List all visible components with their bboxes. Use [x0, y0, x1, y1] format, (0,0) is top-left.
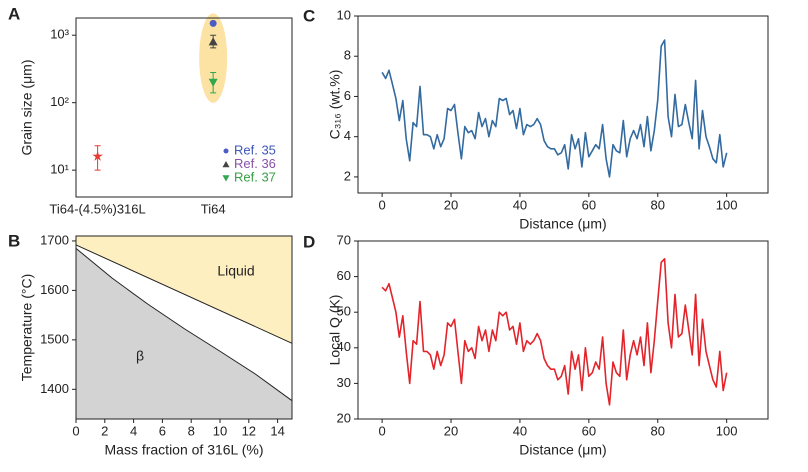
region-label: β [136, 348, 144, 364]
region-fill [76, 236, 292, 344]
x-tick-label: 20 [444, 197, 458, 212]
y-tick-label: 30 [337, 375, 351, 390]
phase-boundary [75, 247, 293, 402]
y-axis-label: Grain size (μm) [19, 60, 35, 156]
x-tick-label: 0 [379, 423, 386, 438]
x-axis-label: Distance (μm) [519, 442, 606, 458]
plot-frame [357, 15, 769, 194]
x-tick-label: 40 [513, 423, 527, 438]
x-tick-label: 12 [242, 423, 256, 438]
y-tick-label: 10 [337, 7, 351, 22]
y-tick-label: 20 [337, 410, 351, 425]
y-tick-label: 6 [344, 88, 351, 103]
panel: B Temperature (°C) Mass fraction of 316L (… [8, 231, 293, 458]
marker [209, 19, 217, 27]
plot-frame [75, 235, 293, 420]
y-axis-label: C₃₁₆ (wt.%) [327, 70, 343, 140]
legend-label: Ref. 35 [234, 142, 276, 157]
x-tick-label: 80 [651, 423, 665, 438]
marker [208, 37, 218, 46]
x-tick-label: 100 [716, 423, 738, 438]
x-tick-label: Ti64-(4.5%)316L [49, 201, 145, 216]
panel: A Grain size (μm) 10¹ 10² 10³ Ti64-(4.5%)316L… [8, 4, 293, 216]
panel-label: C [303, 6, 315, 25]
y-tick-label: 10² [50, 94, 69, 109]
plot-frame [357, 240, 769, 420]
region-label: Liquid [217, 263, 254, 279]
panel: D Local Q (K) Distance (μm) 20 30 40 50 60 70 0 20… [303, 232, 769, 458]
y-tick-label: 1500 [40, 331, 69, 346]
panel-label: D [303, 232, 315, 251]
data-line [381, 258, 728, 406]
x-tick-label: 60 [582, 197, 596, 212]
x-tick-label: 40 [513, 197, 527, 212]
marker [208, 78, 218, 87]
marker [223, 148, 229, 154]
y-axis-label: Local Q (K) [327, 295, 343, 366]
x-tick-label: Ti64 [201, 201, 226, 216]
x-axis-label: Distance (μm) [519, 216, 606, 232]
y-tick-label: 40 [337, 339, 351, 354]
y-tick-label: 1700 [40, 232, 69, 247]
y-tick-label: 1600 [40, 282, 69, 297]
y-tick-label: 8 [344, 48, 351, 63]
panel-label: A [8, 4, 20, 23]
y-tick-label: 4 [344, 128, 351, 143]
x-axis-label: Mass fraction of 316L (%) [105, 442, 264, 458]
x-tick-label: 60 [582, 423, 596, 438]
y-tick-label: 70 [337, 232, 351, 247]
y-tick-label: 1400 [40, 381, 69, 396]
x-tick-label: 8 [188, 423, 195, 438]
x-tick-label: 14 [270, 423, 284, 438]
y-tick-label: 2 [344, 168, 351, 183]
x-tick-label: 4 [130, 423, 137, 438]
x-tick-label: 10 [213, 423, 227, 438]
marker [92, 150, 103, 161]
legend-label: Ref. 36 [234, 156, 276, 171]
marker [222, 175, 230, 182]
data-line [381, 39, 728, 178]
y-tick-label: 50 [337, 304, 351, 319]
y-axis-label: Temperature (°C) [19, 274, 35, 382]
phase-boundary [75, 244, 293, 344]
plot-frame [75, 17, 293, 198]
y-tick-label: 60 [337, 268, 351, 283]
highlight [199, 13, 228, 103]
x-tick-label: 100 [716, 197, 738, 212]
x-tick-label: 0 [72, 423, 79, 438]
region-fill [76, 248, 292, 419]
y-tick-label: 10³ [50, 27, 69, 42]
legend-label: Ref. 37 [234, 169, 276, 184]
x-tick-label: 2 [101, 423, 108, 438]
marker [222, 161, 230, 168]
y-tick-label: 10¹ [50, 162, 69, 177]
x-tick-label: 6 [159, 423, 166, 438]
x-tick-label: 0 [379, 197, 386, 212]
x-tick-label: 80 [651, 197, 665, 212]
panel-label: B [8, 231, 20, 250]
x-tick-label: 20 [444, 423, 458, 438]
